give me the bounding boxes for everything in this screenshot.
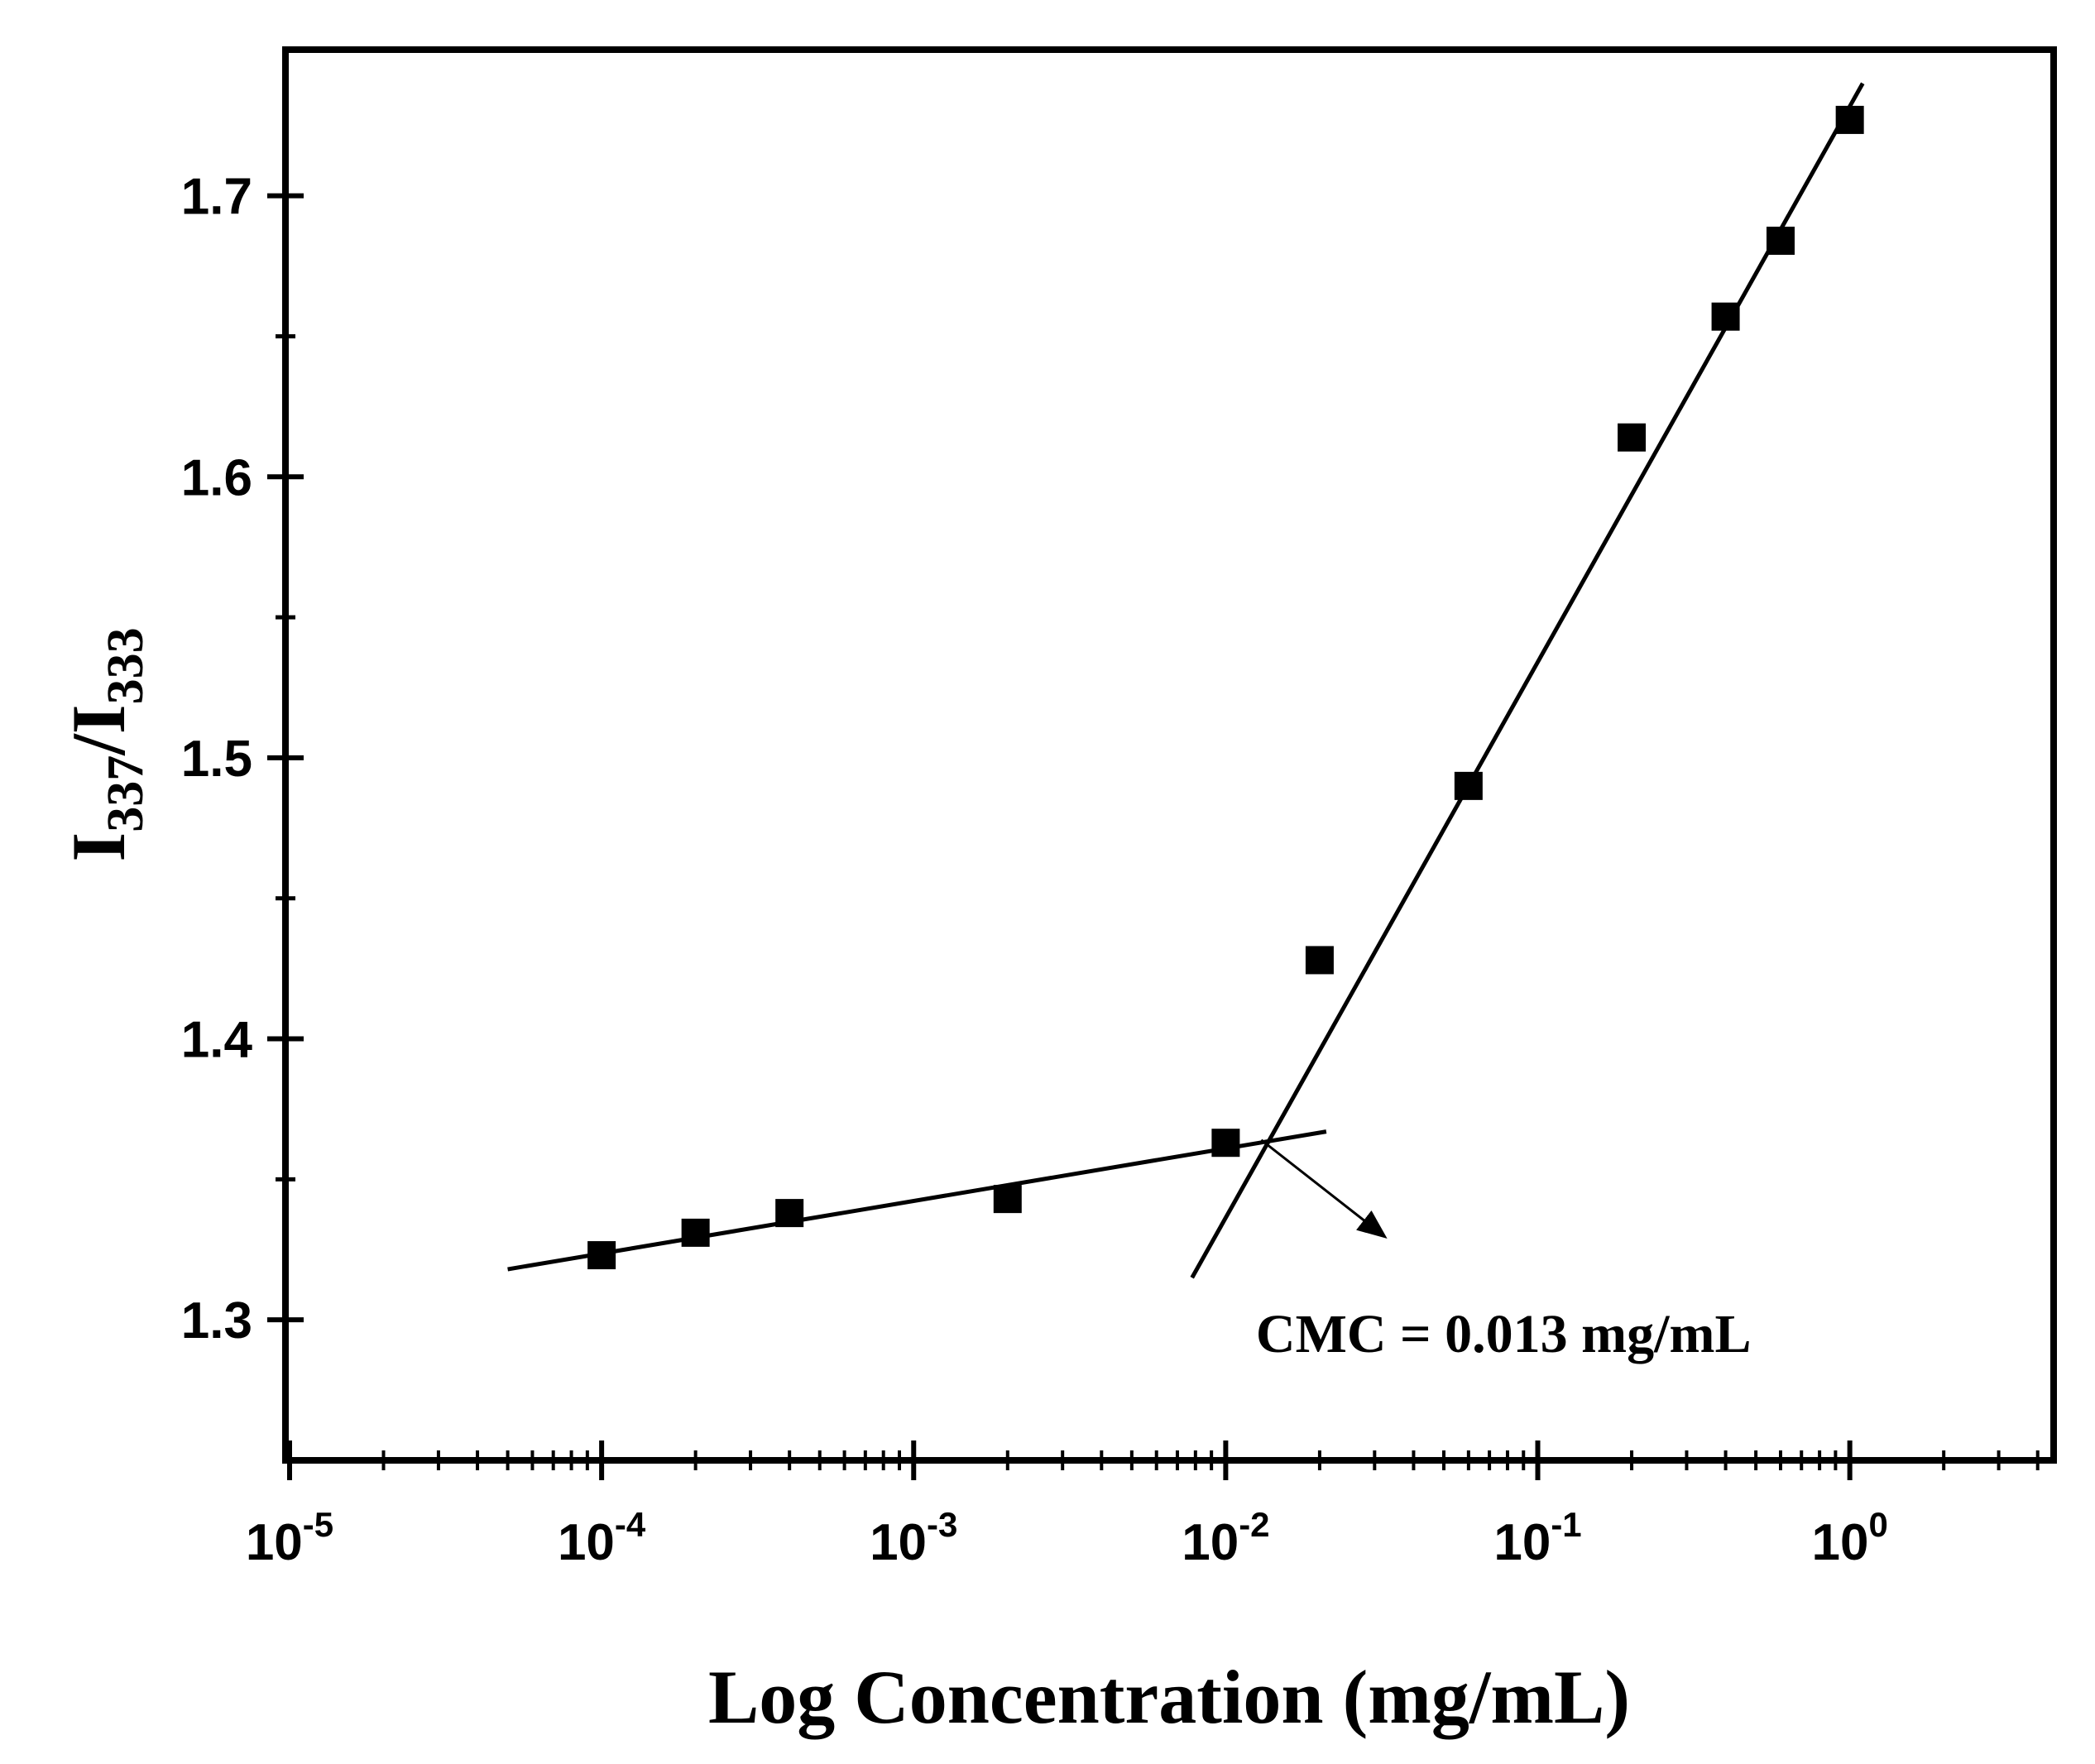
- x-tick-label: 100: [1811, 1505, 1887, 1571]
- x-axis-title: Log Concentration (mg/mL): [708, 1655, 1630, 1739]
- y-tick-label: 1.6: [181, 449, 252, 506]
- x-axis: 10-5 10-4 10-3 10-2 10-1 100: [246, 1440, 2040, 1571]
- y-tick-label: 1.7: [181, 169, 252, 226]
- plot-frame: [282, 46, 2057, 1464]
- data-point: [587, 1241, 616, 1270]
- fit-lines: [507, 82, 1865, 1279]
- data-point: [993, 1185, 1022, 1214]
- data-point: [1835, 105, 1864, 134]
- data-point: [1618, 423, 1647, 452]
- data-point: [1305, 946, 1334, 975]
- y-axis-title: I337/I333: [56, 627, 154, 861]
- x-tick-label: 10-4: [558, 1505, 646, 1571]
- data-points: [587, 105, 1864, 1270]
- y-tick-label: 1.3: [181, 1292, 252, 1349]
- x-tick-label: 10-1: [1493, 1505, 1581, 1571]
- data-point: [775, 1199, 804, 1228]
- y-tick-label: 1.4: [181, 1012, 253, 1069]
- data-point: [1711, 302, 1740, 331]
- x-tick-label: 10-5: [246, 1505, 333, 1571]
- data-point: [681, 1218, 710, 1247]
- data-point: [1766, 226, 1795, 255]
- cmc-label: CMC = 0.013 mg/mL: [1256, 1304, 1752, 1364]
- y-tick-label: 1.5: [181, 731, 252, 788]
- fit-high-line: [1190, 82, 1865, 1279]
- y-axis: 1.3 1.4 1.5 1.6 1.7: [181, 169, 304, 1349]
- x-tick-label: 10-2: [1182, 1505, 1269, 1571]
- fit-low-line: [507, 1129, 1327, 1272]
- x-tick-label: 10-3: [870, 1505, 957, 1571]
- cmc-annotation: CMC = 0.013 mg/mL: [1256, 1138, 1752, 1364]
- cmc-arrow: [1260, 1138, 1388, 1239]
- data-point: [1454, 771, 1483, 800]
- data-point: [1211, 1129, 1240, 1158]
